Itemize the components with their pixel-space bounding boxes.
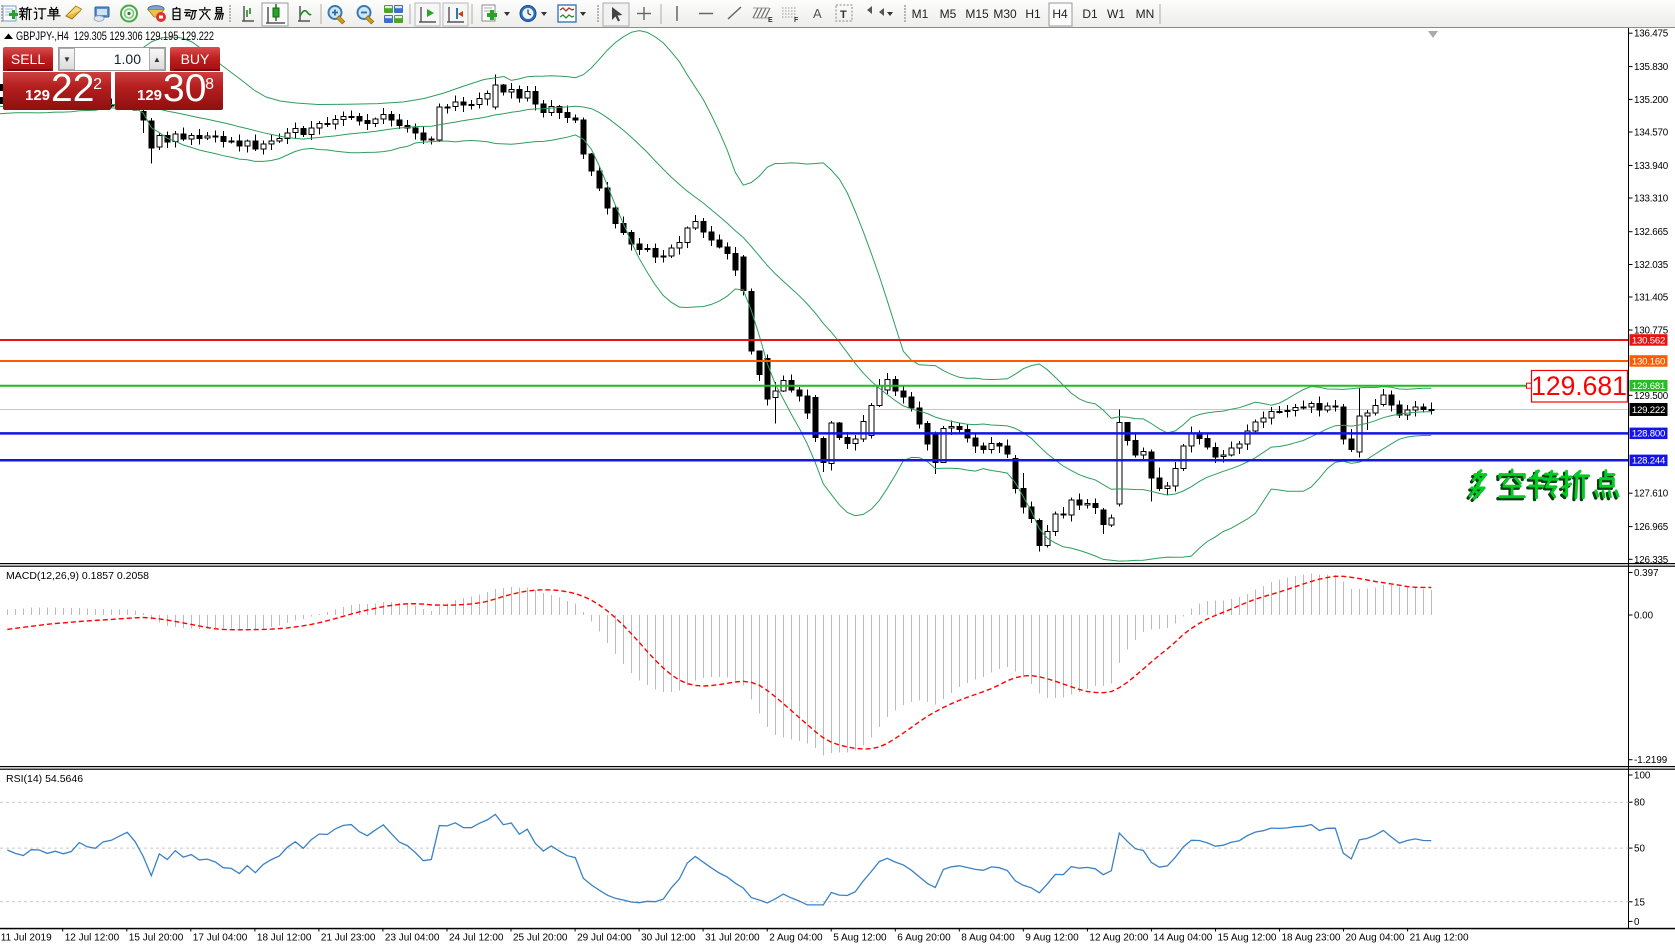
svg-text:100: 100 bbox=[1634, 771, 1651, 782]
svg-text:12 Aug 20:00: 12 Aug 20:00 bbox=[1089, 933, 1148, 944]
svg-text:25 Jul 20:00: 25 Jul 20:00 bbox=[513, 933, 568, 944]
svg-text:21 Jul 23:00: 21 Jul 23:00 bbox=[321, 933, 376, 944]
svg-text:126.335: 126.335 bbox=[1634, 555, 1669, 566]
svg-text:15: 15 bbox=[1634, 897, 1645, 908]
svg-text:135.200: 135.200 bbox=[1634, 95, 1669, 106]
svg-text:126.965: 126.965 bbox=[1634, 522, 1669, 533]
svg-text:11 Jul 2019: 11 Jul 2019 bbox=[1, 933, 52, 944]
svg-text:136.475: 136.475 bbox=[1634, 29, 1669, 40]
svg-text:128.800: 128.800 bbox=[1632, 429, 1665, 440]
svg-text:132.035: 132.035 bbox=[1634, 260, 1669, 271]
svg-text:23 Jul 04:00: 23 Jul 04:00 bbox=[385, 933, 440, 944]
svg-text:129.222: 129.222 bbox=[1632, 405, 1665, 416]
svg-text:130.160: 130.160 bbox=[1632, 356, 1665, 367]
svg-text:-1.2199: -1.2199 bbox=[1634, 755, 1667, 766]
svg-text:18 Aug 23:00: 18 Aug 23:00 bbox=[1282, 933, 1341, 944]
svg-text:130.775: 130.775 bbox=[1634, 326, 1669, 337]
svg-text:M30: M30 bbox=[993, 7, 1017, 21]
svg-text:0: 0 bbox=[1634, 917, 1640, 928]
svg-text:H4: H4 bbox=[1052, 7, 1068, 21]
svg-text:T: T bbox=[840, 9, 847, 21]
svg-text:21 Aug 12:00: 21 Aug 12:00 bbox=[1410, 933, 1469, 944]
svg-text:127.610: 127.610 bbox=[1634, 489, 1669, 500]
svg-text:H1: H1 bbox=[1025, 7, 1041, 21]
svg-text:2 Aug 04:00: 2 Aug 04:00 bbox=[769, 933, 823, 944]
svg-text:15 Aug 12:00: 15 Aug 12:00 bbox=[1218, 933, 1277, 944]
svg-text:RSI(14) 54.5646: RSI(14) 54.5646 bbox=[6, 773, 83, 785]
svg-text:129.500: 129.500 bbox=[1634, 391, 1669, 402]
svg-text:8 Aug 04:00: 8 Aug 04:00 bbox=[961, 933, 1015, 944]
svg-text:0.397: 0.397 bbox=[1634, 568, 1659, 579]
svg-text:6 Aug 20:00: 6 Aug 20:00 bbox=[897, 933, 951, 944]
svg-text:GBPJPY-,H4 129.305 129.306 12: GBPJPY-,H4 129.305 129.306 129.195 129.2… bbox=[16, 31, 214, 43]
svg-text:W1: W1 bbox=[1107, 7, 1125, 21]
svg-text:30 Jul 12:00: 30 Jul 12:00 bbox=[641, 933, 696, 944]
svg-text:MN: MN bbox=[1136, 7, 1155, 21]
svg-text:132.665: 132.665 bbox=[1634, 227, 1669, 238]
svg-text:129.681: 129.681 bbox=[1531, 371, 1627, 401]
svg-text:129.681: 129.681 bbox=[1632, 381, 1665, 392]
svg-text:131.405: 131.405 bbox=[1634, 293, 1669, 304]
svg-text:134.570: 134.570 bbox=[1634, 128, 1669, 139]
svg-text:133.940: 133.940 bbox=[1634, 161, 1669, 172]
svg-text:18 Jul 12:00: 18 Jul 12:00 bbox=[257, 933, 312, 944]
svg-text:M15: M15 bbox=[965, 7, 989, 21]
svg-text:E: E bbox=[768, 17, 773, 24]
svg-text:5 Aug 12:00: 5 Aug 12:00 bbox=[833, 933, 887, 944]
svg-text:29 Jul 04:00: 29 Jul 04:00 bbox=[577, 933, 632, 944]
svg-text:A: A bbox=[813, 6, 822, 21]
svg-text:17 Jul 04:00: 17 Jul 04:00 bbox=[193, 933, 248, 944]
svg-text:24 Jul 12:00: 24 Jul 12:00 bbox=[449, 933, 504, 944]
svg-text:9 Aug 12:00: 9 Aug 12:00 bbox=[1025, 933, 1079, 944]
svg-text:0.00: 0.00 bbox=[1634, 611, 1654, 622]
svg-text:128.244: 128.244 bbox=[1632, 456, 1666, 467]
svg-text:31 Jul 20:00: 31 Jul 20:00 bbox=[705, 933, 760, 944]
svg-text:20 Aug 04:00: 20 Aug 04:00 bbox=[1346, 933, 1405, 944]
svg-text:M5: M5 bbox=[940, 7, 957, 21]
svg-text:M1: M1 bbox=[912, 7, 929, 21]
svg-text:MACD(12,26,9) 0.1857 0.2058: MACD(12,26,9) 0.1857 0.2058 bbox=[6, 570, 149, 582]
svg-text:F: F bbox=[794, 17, 799, 24]
svg-text:14 Aug 04:00: 14 Aug 04:00 bbox=[1153, 933, 1212, 944]
svg-text:12 Jul 12:00: 12 Jul 12:00 bbox=[65, 933, 120, 944]
svg-text:D1: D1 bbox=[1082, 7, 1098, 21]
svg-text:130.562: 130.562 bbox=[1632, 335, 1665, 346]
svg-text:50: 50 bbox=[1634, 844, 1645, 855]
svg-text:135.830: 135.830 bbox=[1634, 62, 1669, 73]
svg-text:15 Jul 20:00: 15 Jul 20:00 bbox=[129, 933, 184, 944]
svg-text:80: 80 bbox=[1634, 798, 1645, 809]
svg-text:133.310: 133.310 bbox=[1634, 194, 1669, 205]
